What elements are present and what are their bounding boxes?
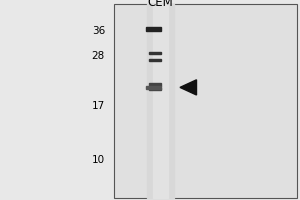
Text: 28: 28: [92, 51, 105, 61]
Text: 10: 10: [92, 155, 105, 165]
Polygon shape: [180, 80, 196, 95]
Bar: [149, 52, 160, 54]
Text: 36: 36: [92, 26, 105, 36]
Bar: [149, 83, 160, 86]
Bar: [146, 27, 160, 31]
Text: 17: 17: [92, 101, 105, 111]
FancyBboxPatch shape: [114, 4, 297, 198]
Text: CEM: CEM: [148, 0, 173, 9]
Bar: [149, 88, 160, 90]
Bar: [146, 86, 160, 89]
Bar: [149, 59, 160, 61]
Bar: [153, 4, 168, 198]
Bar: [147, 4, 174, 198]
